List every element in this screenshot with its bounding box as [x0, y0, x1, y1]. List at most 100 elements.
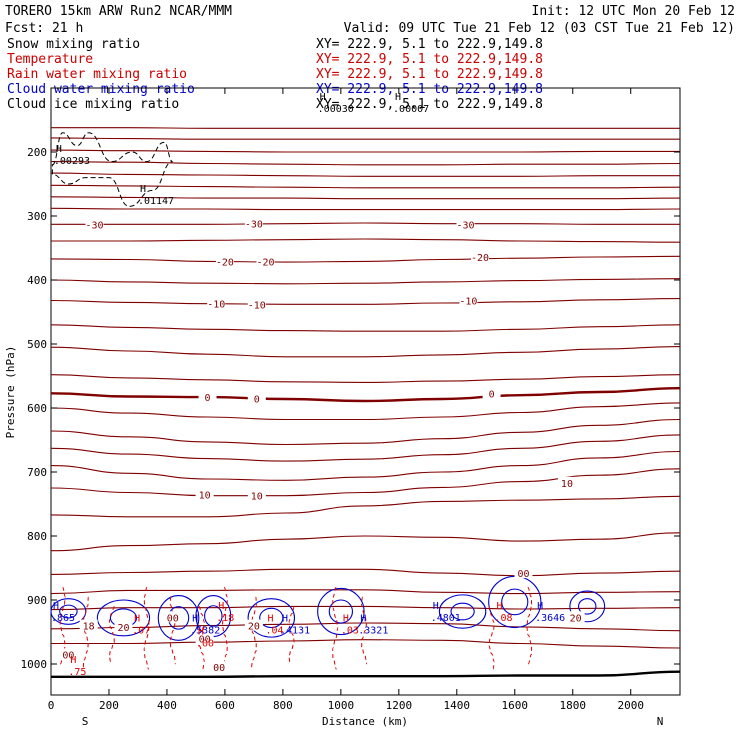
isotherm--30 — [50, 222, 680, 225]
temperature-label-bg — [207, 297, 226, 309]
y-axis-title: Pressure (hPa) — [4, 346, 17, 439]
max-value: .08 — [494, 613, 512, 624]
temperature-label-bg — [244, 619, 263, 631]
isotherm-0 — [50, 387, 681, 403]
rain-contour — [288, 605, 295, 665]
isotherm--20 — [50, 255, 681, 263]
snow-contour — [51, 132, 173, 207]
isotherm--25 — [51, 238, 681, 243]
rain-contour — [169, 596, 177, 665]
temperature-label-bg — [195, 632, 214, 644]
cloud-water-contour — [438, 594, 487, 629]
temperature-label-bg — [456, 218, 475, 230]
temperature-label-bg — [566, 611, 585, 623]
valid-time: Valid: 09 UTC Tue 21 Feb 12 (03 CST Tue … — [344, 21, 735, 36]
temperature-label-bg — [79, 619, 98, 631]
x-tick-label: 0 — [48, 699, 55, 712]
isotherm-18 — [50, 589, 681, 595]
temperature-label: 0 — [205, 393, 211, 404]
x-tick-label: 1200 — [386, 699, 413, 712]
isotherm--48 — [50, 149, 680, 153]
isotherm--15 — [50, 278, 681, 285]
max-marker: H — [360, 614, 366, 625]
temperature-label-bg — [247, 298, 266, 310]
max-marker: H — [433, 601, 439, 612]
isotherm-4 — [50, 418, 681, 446]
temperature-label-bg — [215, 255, 234, 267]
isotherm--40 — [50, 196, 681, 200]
x-axis-title: Distance (km) — [322, 715, 408, 728]
cloud-water-contour — [569, 590, 606, 623]
temperature-label-bg — [114, 620, 133, 632]
temperature-label-bg — [210, 661, 229, 673]
x-tick-label: 200 — [99, 699, 119, 712]
chart-header: TORERO 15km ARW Run2 NCAR/MMM Init: 12 U… — [5, 4, 735, 112]
max-marker: H — [53, 601, 59, 612]
temperature-label-bg — [195, 488, 214, 500]
rain-contour — [82, 596, 89, 670]
temperature-label: 20 — [248, 622, 260, 633]
cloud-water-contour — [247, 598, 296, 638]
cloud-water-contour-inner — [501, 588, 529, 616]
cloud-water-contour-inner — [450, 602, 475, 621]
y-tick-label: 300 — [27, 210, 47, 223]
terrain-line — [51, 670, 681, 678]
y-tick-label: 900 — [27, 594, 47, 607]
temperature-label: 0 — [489, 389, 495, 400]
max-value: .04 — [265, 626, 283, 637]
temperature-label: -30 — [456, 220, 474, 231]
max-marker: H — [192, 614, 198, 625]
max-value: .75 — [68, 667, 86, 678]
isotherm--1 — [50, 374, 681, 383]
x-tick-label: 600 — [215, 699, 235, 712]
isotherm-6 — [50, 434, 681, 462]
temperature-label: 00 — [167, 613, 179, 624]
temperature-label: 00 — [199, 634, 211, 645]
cloud-water-contour-inner — [204, 605, 223, 627]
north-label: N — [657, 715, 664, 728]
x-tick-label: 1000 — [328, 699, 355, 712]
y-tick-label: 200 — [27, 146, 47, 159]
isotherm-22 — [50, 622, 681, 632]
temperature-label: -20 — [216, 257, 234, 268]
temperature-label-bg — [459, 294, 478, 306]
temperature-label: 20 — [570, 613, 582, 624]
temperature-label-bg — [59, 648, 78, 660]
isotherm--3 — [50, 346, 681, 358]
temperature-label: 18 — [83, 622, 95, 633]
cloud-water-contour — [317, 587, 365, 636]
max-value: .01147 — [138, 196, 174, 207]
max-value: .3646 — [535, 613, 565, 624]
max-marker: H — [537, 601, 543, 612]
x-axis-ticks: 0 200 400 600 800 1000 1200 1400 1600 1800 2000 — [48, 88, 644, 712]
max-marker: H — [198, 626, 204, 637]
isotherm-24 — [51, 639, 681, 649]
temperature-label: -20 — [471, 253, 489, 264]
max-value: .18 — [216, 613, 234, 624]
axes: 0 200 400 600 800 1000 1200 1400 1600 1800 2000 20… — [4, 88, 680, 728]
x-tick-label: 2000 — [617, 699, 644, 712]
y-tick-label: 700 — [27, 466, 47, 479]
field-xy-temperature: XY= 222.9, 5.1 to 222.9,149.8 — [316, 52, 543, 67]
rain-contour — [250, 596, 257, 670]
field-name-cloud-ice: Cloud ice mixing ratio — [7, 97, 179, 112]
cloud-water-contour — [96, 599, 151, 637]
field-name-rain: Rain water mixing ratio — [7, 67, 187, 82]
max-value: .865 — [51, 613, 75, 624]
max-value: .03 — [341, 626, 359, 637]
temperature-label-bg — [244, 217, 263, 229]
x-tick-label: 1800 — [560, 699, 587, 712]
max-value: .07 — [132, 626, 150, 637]
field-xy-snow: XY= 222.9, 5.1 to 222.9,149.8 — [316, 37, 543, 52]
temperature-label-bg — [514, 567, 533, 579]
cloud-water-contour-inner — [328, 599, 354, 624]
isotherm-16 — [50, 568, 681, 577]
temperature-label-bg — [256, 255, 275, 267]
y-tick-label: 500 — [27, 338, 47, 351]
isotherm--50 — [50, 137, 680, 140]
temperature-label: 00 — [213, 663, 225, 674]
snow-contours — [51, 132, 173, 207]
south-label: S — [82, 715, 89, 728]
